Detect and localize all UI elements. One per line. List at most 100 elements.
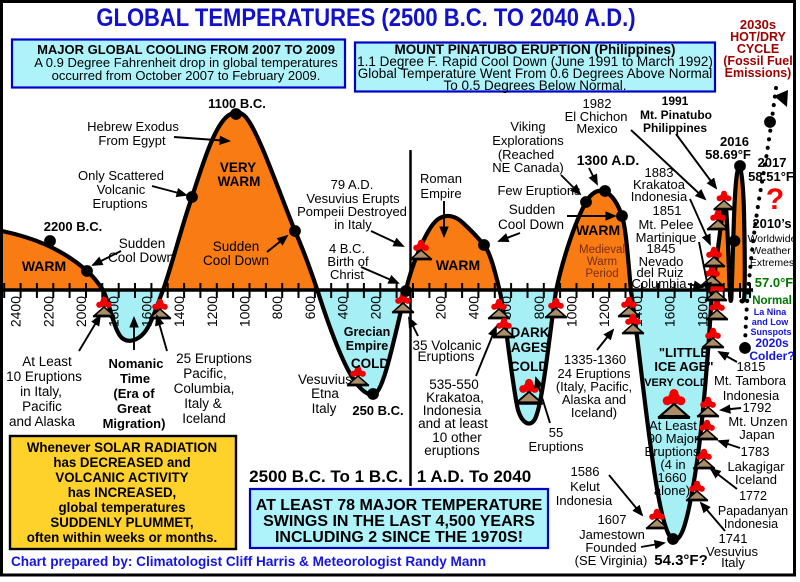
svg-text:Grecian: Grecian	[344, 325, 391, 339]
svg-text:At Least: At Least	[22, 354, 72, 369]
svg-text:At Least: At Least	[649, 418, 697, 433]
svg-text:MOUNT PINATUBO ERUPTION (Phili: MOUNT PINATUBO ERUPTION (Philippines)	[395, 42, 676, 57]
svg-text:1200: 1200	[596, 296, 612, 327]
svg-text:Roman: Roman	[420, 171, 462, 186]
svg-text:1851: 1851	[653, 203, 682, 218]
svg-text:800: 800	[531, 296, 547, 320]
svg-text:Indonesia: Indonesia	[631, 189, 688, 204]
svg-text:Vesuvius Erupts: Vesuvius Erupts	[306, 191, 400, 206]
svg-text:Columbia,: Columbia,	[174, 381, 235, 396]
svg-text:A 0.9 Degree Fahrenheit drop i: A 0.9 Degree Fahrenheit drop in global t…	[34, 55, 338, 70]
svg-text:1982: 1982	[583, 96, 612, 111]
svg-text:Indonesia: Indonesia	[724, 517, 778, 531]
svg-text:To 0.5 Degrees Below Normal.: To 0.5 Degrees Below Normal.	[443, 78, 626, 93]
svg-text:Italy &: Italy &	[184, 396, 222, 411]
svg-text:Mt. Unzen: Mt. Unzen	[728, 414, 787, 429]
svg-text:1815: 1815	[737, 359, 766, 374]
svg-text:WARM: WARM	[22, 258, 66, 274]
svg-text:Extremes: Extremes	[750, 257, 794, 269]
svg-text:COLD: COLD	[351, 356, 389, 371]
svg-text:HOT/DRY: HOT/DRY	[730, 30, 786, 44]
svg-text:79 A.D.: 79 A.D.	[331, 177, 374, 192]
svg-text:1586: 1586	[571, 464, 600, 479]
svg-text:600: 600	[302, 296, 318, 320]
svg-text:Lakagigar: Lakagigar	[727, 459, 785, 474]
svg-text:WARM: WARM	[218, 174, 261, 189]
svg-text:90 Major: 90 Major	[648, 431, 699, 446]
svg-text:Jamestown: Jamestown	[579, 527, 645, 542]
svg-text:Migration): Migration)	[103, 416, 166, 431]
svg-text:?: ?	[766, 183, 784, 216]
svg-text:1000: 1000	[237, 296, 253, 327]
svg-text:Sudden: Sudden	[119, 236, 166, 251]
svg-text:Great: Great	[117, 401, 152, 416]
svg-text:Martinique: Martinique	[636, 230, 697, 245]
svg-text:2400: 2400	[8, 296, 24, 327]
svg-text:Normal: Normal	[752, 295, 792, 307]
svg-text:400: 400	[465, 296, 481, 320]
svg-text:WARM: WARM	[436, 257, 480, 273]
svg-text:25 Eruptions: 25 Eruptions	[176, 351, 252, 366]
svg-text:1400: 1400	[171, 296, 187, 327]
svg-text:535-550: 535-550	[429, 377, 479, 392]
svg-text:GLOBAL TEMPERATURES (2500 B.C.: GLOBAL TEMPERATURES (2500 B.C. TO 2040 A…	[96, 4, 635, 32]
svg-text:57.0°F: 57.0°F	[755, 275, 794, 290]
svg-text:Italy: Italy	[312, 401, 337, 416]
svg-text:COLD: COLD	[510, 359, 548, 374]
svg-text:Etna: Etna	[311, 386, 339, 401]
svg-text:Philippines: Philippines	[643, 121, 707, 135]
svg-text:Whenever SOLAR RADIATION: Whenever SOLAR RADIATION	[27, 440, 217, 455]
svg-text:del Ruiz: del Ruiz	[637, 265, 684, 280]
svg-text:Colder?: Colder?	[749, 349, 794, 363]
svg-text:(Italy, Pacific,: (Italy, Pacific,	[556, 379, 632, 394]
svg-text:has DECREASED and: has DECREASED and	[53, 455, 190, 470]
svg-text:1100 B.C.: 1100 B.C.	[208, 96, 266, 111]
svg-text:occurred from October 2007 to: occurred from October 2007 to February 2…	[52, 68, 321, 83]
svg-text:El Chichon: El Chichon	[565, 109, 628, 124]
svg-text:and Alaska: and Alaska	[9, 414, 76, 429]
svg-text:Nevado: Nevado	[639, 254, 684, 269]
svg-text:Pompeii Destroyed: Pompeii Destroyed	[297, 204, 407, 219]
svg-text:1783: 1783	[741, 444, 770, 459]
svg-text:1300 A.D.: 1300 A.D.	[577, 152, 640, 168]
svg-text:Volcanic: Volcanic	[97, 182, 146, 197]
svg-text:24 Eruptions: 24 Eruptions	[558, 366, 631, 381]
svg-text:Iceland: Iceland	[735, 472, 777, 487]
svg-text:35 Volcanic: 35 Volcanic	[412, 338, 481, 353]
svg-text:NE Canada): NE Canada)	[492, 160, 564, 175]
svg-text:Only Scattered: Only Scattered	[78, 168, 164, 183]
svg-text:Christ: Christ	[330, 267, 364, 282]
svg-text:2500 B.C. To 1 B.C.: 2500 B.C. To 1 B.C.	[249, 467, 403, 486]
svg-text:La Nina: La Nina	[754, 307, 788, 317]
svg-text:Vesuvius: Vesuvius	[706, 544, 759, 559]
svg-text:200: 200	[433, 296, 449, 320]
svg-text:WARM: WARM	[576, 222, 620, 238]
svg-text:Nomanic: Nomanic	[109, 356, 164, 371]
svg-text:AGES: AGES	[511, 340, 549, 355]
svg-text:Krakatoa,: Krakatoa,	[426, 390, 484, 405]
svg-text:VERY: VERY	[220, 160, 256, 175]
svg-text:often within weeks or months.: often within weeks or months.	[27, 530, 217, 545]
svg-text:Few Eruptions: Few Eruptions	[497, 183, 581, 198]
svg-text:Mexico: Mexico	[576, 121, 617, 136]
svg-text:Kelut: Kelut	[570, 479, 600, 494]
svg-text:1741: 1741	[719, 531, 748, 546]
svg-text:Iceland): Iceland)	[571, 405, 617, 420]
svg-text:200: 200	[367, 296, 383, 320]
svg-text:Chart prepared by: Climatologi: Chart prepared by: Climatologist Cliff H…	[11, 554, 486, 569]
svg-text:Weather: Weather	[751, 245, 791, 257]
svg-text:Indonesia: Indonesia	[423, 403, 482, 418]
svg-text:MAJOR GLOBAL COOLING FROM 2007: MAJOR GLOBAL COOLING FROM 2007 TO 2009	[37, 42, 335, 57]
svg-text:AT LEAST 78 MAJOR TEMPERATURE: AT LEAST 78 MAJOR TEMPERATURE	[256, 497, 543, 514]
svg-text:(SE Virginia): (SE Virginia)	[575, 553, 648, 568]
svg-text:1883: 1883	[645, 165, 674, 180]
svg-text:400: 400	[335, 296, 351, 320]
svg-text:Vesuvius: Vesuvius	[298, 372, 352, 387]
svg-text:10 Eruptions: 10 Eruptions	[6, 369, 82, 384]
svg-text:1772: 1772	[739, 489, 767, 503]
svg-text:Time: Time	[120, 371, 150, 386]
svg-text:2000: 2000	[73, 296, 89, 327]
svg-text:1792: 1792	[743, 400, 772, 415]
svg-text:1607: 1607	[598, 512, 627, 527]
svg-text:(Reached: (Reached	[498, 147, 554, 162]
